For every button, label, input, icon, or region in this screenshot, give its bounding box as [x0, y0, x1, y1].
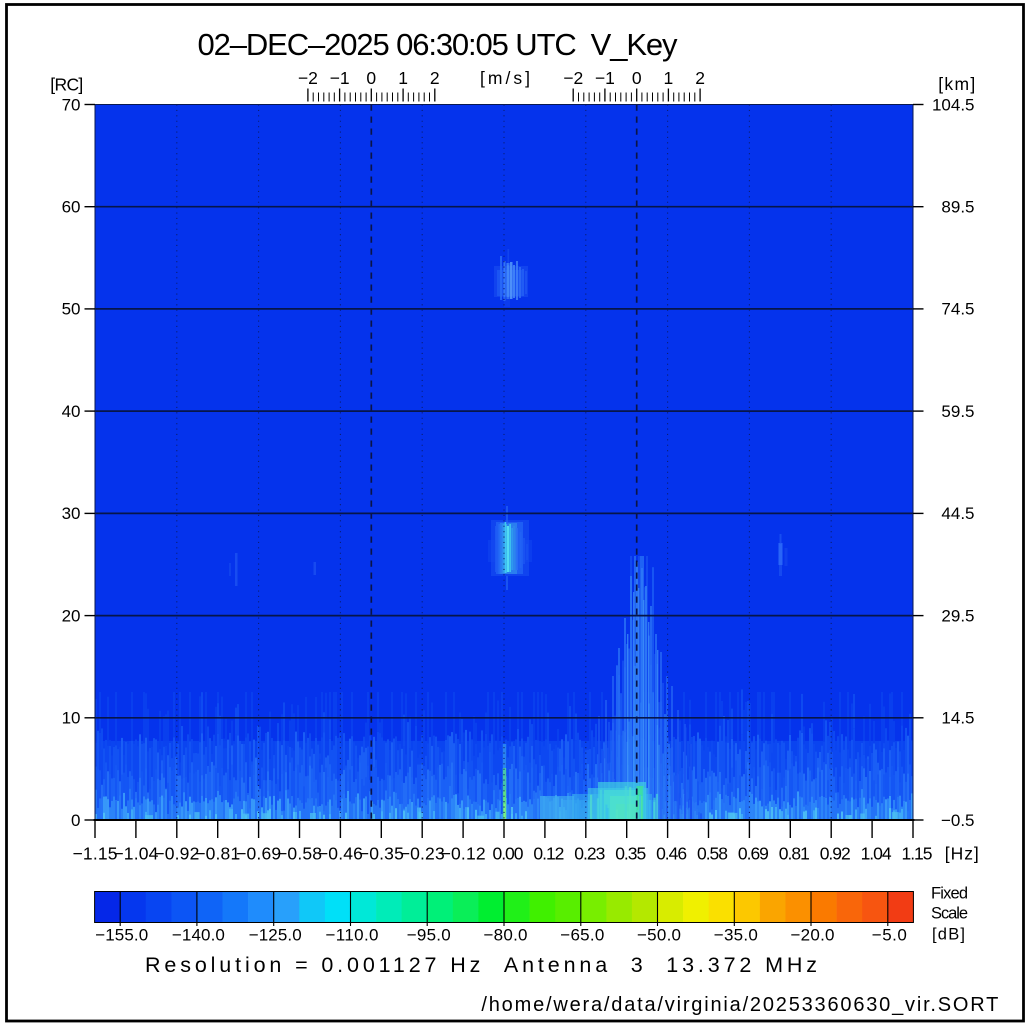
svg-text:20: 20: [62, 606, 81, 625]
svg-text:59.5: 59.5: [941, 402, 974, 421]
svg-text:104.5: 104.5: [932, 95, 975, 114]
svg-text:1: 1: [398, 68, 408, 88]
svg-text:−20.0: −20.0: [791, 925, 835, 944]
svg-text:[RC]: [RC]: [50, 75, 83, 95]
svg-text:1: 1: [664, 68, 674, 88]
svg-text:89.5: 89.5: [941, 198, 974, 217]
svg-text:0.00: 0.00: [493, 844, 524, 864]
svg-text:2: 2: [695, 68, 705, 88]
svg-text:−155.0: −155.0: [95, 925, 148, 944]
svg-text:0.46: 0.46: [656, 844, 687, 864]
svg-text:14.5: 14.5: [941, 709, 974, 728]
svg-text:29.5: 29.5: [941, 606, 974, 625]
svg-text:0.58: 0.58: [697, 844, 728, 864]
svg-text:60: 60: [62, 198, 81, 217]
svg-text:−1.04: −1.04: [113, 844, 158, 864]
svg-text:30: 30: [62, 504, 81, 523]
svg-text:0: 0: [632, 68, 642, 88]
svg-text:−0.69: −0.69: [236, 844, 281, 864]
svg-text:50: 50: [62, 300, 81, 319]
svg-text:−95.0: −95.0: [407, 925, 451, 944]
svg-text:0.12: 0.12: [533, 844, 564, 864]
svg-text:0: 0: [71, 811, 80, 830]
svg-text:0.23: 0.23: [574, 844, 605, 864]
svg-text:−1: −1: [595, 68, 615, 88]
svg-text:Scale: Scale: [931, 905, 968, 923]
svg-text:−5.0: −5.0: [872, 925, 907, 944]
svg-text:Fixed: Fixed: [931, 884, 968, 902]
svg-text:−0.35: −0.35: [359, 844, 404, 864]
svg-text:−0.46: −0.46: [318, 844, 363, 864]
svg-text:−0.23: −0.23: [400, 844, 445, 864]
svg-text:[m/s]: [m/s]: [480, 68, 530, 88]
svg-text:−35.0: −35.0: [714, 925, 758, 944]
svg-text:−125.0: −125.0: [249, 925, 302, 944]
svg-text:0: 0: [366, 68, 376, 88]
svg-text:−0.5: −0.5: [941, 811, 975, 830]
svg-text:70: 70: [62, 95, 81, 114]
svg-text:/home/wera/data/virginia/20253: /home/wera/data/virginia/20253360630_vir…: [481, 994, 998, 1016]
svg-text:1.04: 1.04: [861, 844, 892, 864]
svg-text:[Hz]: [Hz]: [945, 844, 979, 864]
svg-text:−1: −1: [330, 68, 350, 88]
svg-text:−110.0: −110.0: [326, 925, 379, 944]
svg-text:−1.15: −1.15: [73, 844, 118, 864]
svg-text:0.92: 0.92: [820, 844, 851, 864]
svg-text:−2: −2: [298, 68, 318, 88]
svg-text:−50.0: −50.0: [637, 925, 681, 944]
svg-text:40: 40: [62, 402, 81, 421]
svg-text:−0.81: −0.81: [195, 844, 240, 864]
svg-text:2: 2: [430, 68, 440, 88]
svg-text:0.69: 0.69: [738, 844, 769, 864]
svg-text:0.35: 0.35: [615, 844, 646, 864]
svg-text:1.15: 1.15: [902, 844, 933, 864]
svg-text:−140.0: −140.0: [172, 925, 225, 944]
svg-text:02–DEC–2025 06:30:05 UTC V_Ke: 02–DEC–2025 06:30:05 UTC V_Key: [198, 27, 679, 62]
svg-text:0.81: 0.81: [779, 844, 810, 864]
svg-text:−65.0: −65.0: [560, 925, 604, 944]
svg-text:[dB]: [dB]: [932, 926, 965, 944]
svg-text:10: 10: [62, 709, 81, 728]
svg-text:74.5: 74.5: [941, 300, 974, 319]
svg-text:−0.92: −0.92: [154, 844, 199, 864]
svg-text:44.5: 44.5: [941, 504, 974, 523]
svg-text:−0.58: −0.58: [277, 844, 322, 864]
svg-text:−80.0: −80.0: [484, 925, 528, 944]
svg-text:−2: −2: [563, 68, 583, 88]
svg-text:−0.12: −0.12: [441, 844, 486, 864]
svg-text:[km]: [km]: [938, 74, 975, 94]
